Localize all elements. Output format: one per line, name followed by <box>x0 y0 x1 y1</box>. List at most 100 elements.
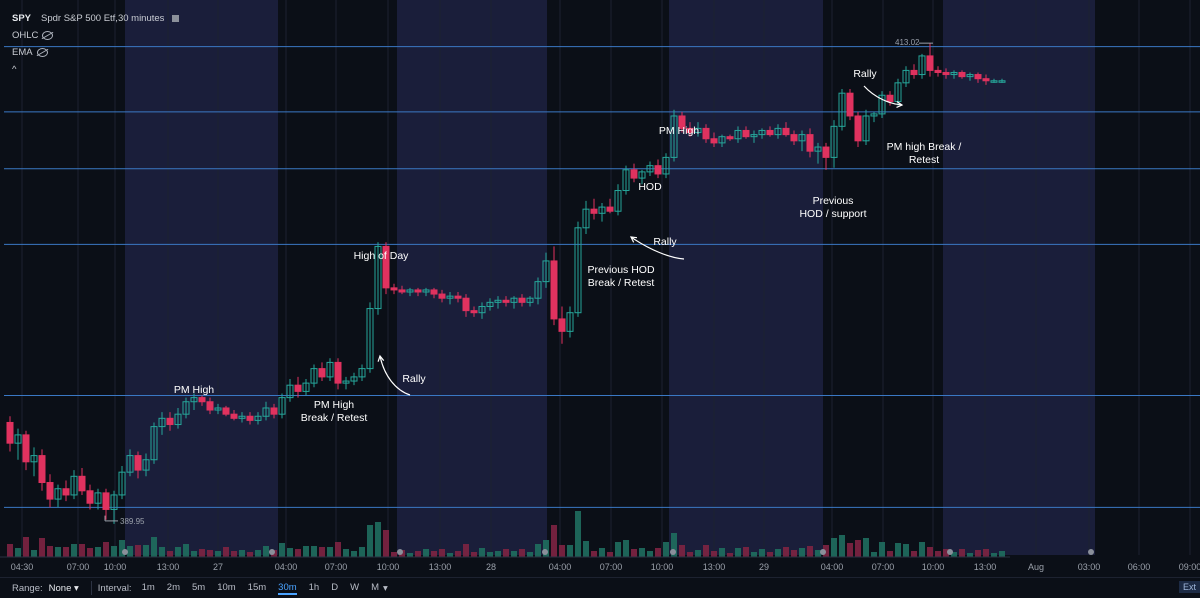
volume-bar <box>711 551 717 557</box>
candle-body <box>718 136 726 144</box>
candle-body <box>62 488 70 496</box>
volume-bar <box>367 525 373 557</box>
divider <box>90 581 92 595</box>
candle-body <box>678 115 686 129</box>
volume-bar <box>831 538 837 557</box>
eye-off-icon[interactable] <box>36 48 48 57</box>
candle-body <box>742 129 750 138</box>
volume-bar <box>767 552 773 557</box>
interval-1m[interactable]: 1m <box>141 581 155 593</box>
rally-arrow <box>379 355 411 396</box>
volume-bar <box>247 552 253 557</box>
interval-D[interactable]: D <box>331 581 339 593</box>
price-chart[interactable]: 413.02 389.95 PM High PM High Break / Retest… <box>0 0 1200 577</box>
arrow-head <box>896 101 904 108</box>
moon-icon <box>122 549 128 555</box>
volume-bar <box>551 525 557 557</box>
indicator-ema[interactable]: EMA <box>12 47 33 58</box>
candle-body <box>806 134 814 152</box>
candle-body <box>470 310 478 314</box>
session-band <box>943 0 1095 555</box>
interval-10m[interactable]: 10m <box>217 581 236 593</box>
volume-bar <box>527 552 533 557</box>
moon-icon <box>542 549 548 555</box>
x-tick-label: 10:00 <box>377 562 400 572</box>
interval-2m[interactable]: 2m <box>166 581 180 593</box>
candle-body <box>206 401 214 411</box>
volume-bar <box>39 538 45 557</box>
candle-body <box>278 397 286 415</box>
chevron-down-icon: ▾ <box>74 582 79 594</box>
volume-bar <box>295 549 301 557</box>
candle-body <box>358 368 366 378</box>
volume-bar <box>623 540 629 557</box>
candle-body <box>998 80 1006 83</box>
volume-bar <box>359 547 365 557</box>
candle-body <box>238 415 246 419</box>
extended-hours-button[interactable]: Ext <box>1178 581 1200 593</box>
interval-M[interactable]: M <box>371 581 379 593</box>
low-price-label: 389.95 <box>120 517 145 526</box>
volume-bar <box>7 544 13 557</box>
candle-body <box>350 376 358 382</box>
eye-off-icon[interactable] <box>42 31 54 40</box>
volume-bar <box>559 545 565 557</box>
candle-body <box>622 169 630 192</box>
volume-bar <box>655 548 661 557</box>
volume-bar <box>503 549 509 557</box>
candle-body <box>798 134 806 142</box>
volume-bar <box>391 552 397 557</box>
volume-bar <box>319 547 325 557</box>
volume-bar <box>375 522 381 557</box>
interval-list: 1m 2m 5m 10m 15m 30m 1h D W M <box>136 582 385 595</box>
volume-bar <box>991 553 997 557</box>
volume-bar <box>775 549 781 557</box>
chart-annotation: Rally <box>853 68 877 80</box>
volume-bar <box>311 546 317 557</box>
candle-body <box>822 146 830 158</box>
volume-bar <box>71 544 77 557</box>
candle-body <box>598 206 606 214</box>
candle-body <box>862 115 870 142</box>
volume-bar <box>383 530 389 557</box>
high-price-label: 413.02 <box>895 38 920 47</box>
interval-5m[interactable]: 5m <box>191 581 206 593</box>
volume-bar <box>679 545 685 557</box>
candle-body <box>246 415 254 421</box>
volume-bar <box>199 549 205 557</box>
volume-bar <box>23 537 29 557</box>
candle-body <box>262 407 270 417</box>
range-select[interactable]: None ▾ <box>48 582 79 594</box>
x-tick-label: 03:00 <box>1078 562 1101 572</box>
volume-bar <box>119 540 125 557</box>
candle-body <box>854 115 862 142</box>
chevron-down-icon[interactable]: ▾ <box>382 582 388 594</box>
volume-bar <box>87 548 93 557</box>
candle-body <box>574 227 582 314</box>
volume-bar <box>967 553 973 557</box>
interval-15m[interactable]: 15m <box>247 581 267 593</box>
candle-body <box>478 305 486 314</box>
candle-body <box>446 295 454 299</box>
range-label: Range: <box>12 582 43 594</box>
candle-body <box>150 426 158 461</box>
interval-30m[interactable]: 30m <box>278 581 297 595</box>
candle-body <box>878 94 886 115</box>
candle-body <box>214 407 222 411</box>
interval-1h[interactable]: 1h <box>308 581 320 593</box>
indicator-ohlc[interactable]: OHLC <box>12 30 39 41</box>
candle-body <box>398 289 406 293</box>
symbol: SPY <box>12 13 32 24</box>
collapse-icon[interactable]: ^ <box>12 64 17 75</box>
volume-bar <box>487 552 493 557</box>
volume-bar <box>791 550 797 557</box>
volume-bar <box>759 549 765 557</box>
candle-body <box>30 455 38 463</box>
volume-bar <box>575 511 581 557</box>
volume-bar <box>615 542 621 557</box>
volume-bar <box>263 546 269 557</box>
interval-W[interactable]: W <box>350 581 360 593</box>
settings-icon[interactable] <box>172 15 180 22</box>
candle-body <box>270 407 278 415</box>
volume-bar <box>695 550 701 557</box>
